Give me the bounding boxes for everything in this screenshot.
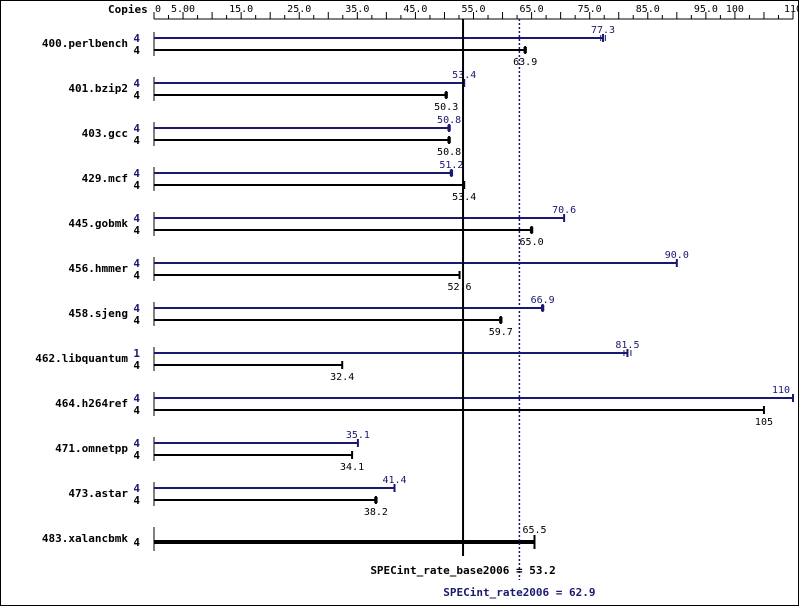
peak-value-label: 81.5 xyxy=(615,340,639,351)
peak-copies-count: 4 xyxy=(133,437,140,450)
benchmark-445-gobmk: 445.gobmk 4 70.6 4 65.0 xyxy=(68,205,576,248)
base-copies-count: 4 xyxy=(133,314,140,327)
x-tick-label: 85.0 xyxy=(636,4,660,15)
base-value-label: 34.1 xyxy=(340,462,364,473)
value-label: 65.5 xyxy=(522,525,546,536)
benchmark-label: 471.omnetpp xyxy=(55,442,128,455)
base-copies-count: 4 xyxy=(133,134,140,147)
base-value-label: 63.9 xyxy=(513,57,537,68)
copies-count: 4 xyxy=(133,536,140,549)
benchmark-label: 400.perlbench xyxy=(42,37,128,50)
peak-copies-count: 4 xyxy=(133,482,140,495)
x-axis: Copies 0 5.00 15.0 25.0 35.0 45.0 55.0 65.0 75.0 8… xyxy=(108,3,799,20)
base-value-label: 52.6 xyxy=(448,282,472,293)
base-value-label: 53.4 xyxy=(452,192,476,203)
peak-copies-count: 4 xyxy=(133,302,140,315)
benchmark-458-sjeng: 458.sjeng 4 66.9 4 59.7 xyxy=(68,295,554,338)
benchmark-label: 483.xalancbmk xyxy=(42,532,128,545)
benchmark-401-bzip2: 401.bzip2 4 53.4 4 50.3 xyxy=(68,70,476,113)
peak-copies-count: 4 xyxy=(133,32,140,45)
benchmark-label: 458.sjeng xyxy=(68,307,128,320)
x-tick-label: 25.0 xyxy=(287,4,311,15)
benchmark-label: 445.gobmk xyxy=(68,217,128,230)
x-tick-label: 5.00 xyxy=(171,4,195,15)
base-copies-count: 4 xyxy=(133,494,140,507)
reference-lines: SPECint_rate_base2006 = 53.2 SPECint_rate… xyxy=(370,19,596,599)
benchmark-464-h264ref: 464.h264ref 4 110 4 105 xyxy=(55,385,794,428)
benchmark-label: 403.gcc xyxy=(82,127,128,140)
base-copies-count: 4 xyxy=(133,359,140,372)
peak-copies-count: 4 xyxy=(133,122,140,135)
peak-copies-count: 4 xyxy=(133,392,140,405)
peak-copies-count: 4 xyxy=(133,257,140,270)
peak-value-label: 53.4 xyxy=(452,70,476,81)
benchmark-403-gcc: 403.gcc 4 50.8 4 50.8 xyxy=(82,115,462,158)
x-tick-label: 95.0 xyxy=(694,4,718,15)
peak-copies-count: 4 xyxy=(133,77,140,90)
benchmark-label: 473.astar xyxy=(68,487,128,500)
peak-copies-count: 4 xyxy=(133,167,140,180)
benchmark-label: 456.hmmer xyxy=(68,262,128,275)
base-summary-label: SPECint_rate_base2006 = 53.2 xyxy=(370,564,555,577)
benchmark-462-libquantum: 462.libquantum 1 81.5 4 32.4 xyxy=(35,340,639,383)
peak-value-label: 110 xyxy=(772,385,790,396)
peak-value-label: 77.3 xyxy=(591,25,615,36)
benchmark-label: 464.h264ref xyxy=(55,397,128,410)
base-value-label: 59.7 xyxy=(489,327,513,338)
base-value-label: 50.8 xyxy=(437,147,461,158)
base-copies-count: 4 xyxy=(133,179,140,192)
benchmark-471-omnetpp: 471.omnetpp 4 35.1 4 34.1 xyxy=(55,430,370,473)
base-value-label: 38.2 xyxy=(364,507,388,518)
benchmark-473-astar: 473.astar 4 41.4 4 38.2 xyxy=(68,475,406,518)
peak-copies-count: 4 xyxy=(133,212,140,225)
combined-bar xyxy=(154,540,535,544)
peak-copies-count: 1 xyxy=(133,347,140,360)
base-value-label: 105 xyxy=(755,417,773,428)
x-tick-label: 0 xyxy=(155,4,161,15)
base-copies-count: 4 xyxy=(133,269,140,282)
peak-value-label: 90.0 xyxy=(665,250,689,261)
peak-value-label: 50.8 xyxy=(437,115,461,126)
peak-value-label: 70.6 xyxy=(552,205,576,216)
benchmark-456-hmmer: 456.hmmer 4 90.0 4 52.6 xyxy=(68,250,688,293)
base-value-label: 50.3 xyxy=(434,102,458,113)
x-tick-label: 45.0 xyxy=(403,4,427,15)
copies-header: Copies xyxy=(108,3,148,16)
base-value-label: 65.0 xyxy=(520,237,544,248)
x-tick-label: 110 xyxy=(784,4,799,15)
peak-summary-label: SPECint_rate2006 = 62.9 xyxy=(443,586,595,599)
base-value-label: 32.4 xyxy=(330,372,354,383)
base-copies-count: 4 xyxy=(133,44,140,57)
benchmark-483-xalancbmk: 483.xalancbmk 4 65.5 xyxy=(42,525,547,551)
benchmark-label: 429.mcf xyxy=(82,172,128,185)
x-tick-label: 15.0 xyxy=(229,4,253,15)
x-tick-label: 75.0 xyxy=(578,4,602,15)
peak-value-label: 66.9 xyxy=(531,295,555,306)
bars: 400.perlbench 4 77.3 4 63.9 401.bzip2 4 53.4 4 50… xyxy=(35,25,794,551)
base-copies-count: 4 xyxy=(133,404,140,417)
base-copies-count: 4 xyxy=(133,89,140,102)
benchmark-label: 462.libquantum xyxy=(35,352,128,365)
base-copies-count: 4 xyxy=(133,449,140,462)
base-copies-count: 4 xyxy=(133,224,140,237)
peak-value-label: 51.2 xyxy=(439,160,463,171)
peak-value-label: 35.1 xyxy=(346,430,370,441)
x-tick-label: 65.0 xyxy=(520,4,544,15)
benchmark-429-mcf: 429.mcf 4 51.2 4 53.4 xyxy=(82,160,477,203)
benchmark-label: 401.bzip2 xyxy=(68,82,128,95)
x-tick-label: 100 xyxy=(726,4,744,15)
x-tick-label: 35.0 xyxy=(345,4,369,15)
peak-value-label: 41.4 xyxy=(382,475,406,486)
x-tick-label: 55.0 xyxy=(461,4,485,15)
